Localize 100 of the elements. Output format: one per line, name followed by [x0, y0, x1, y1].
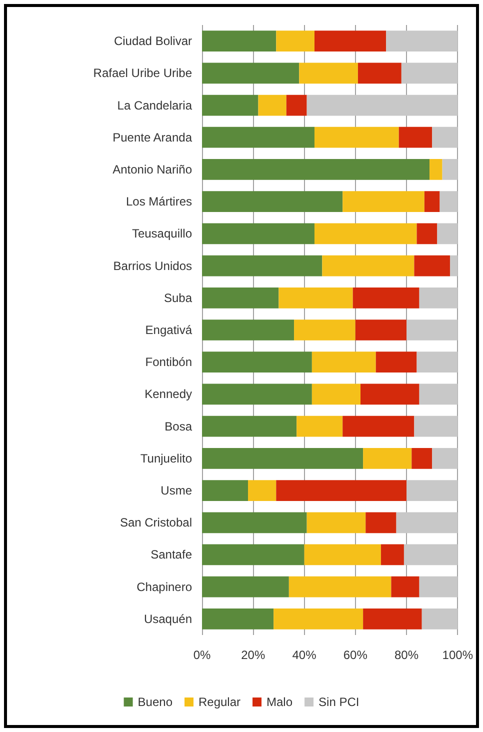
bar — [202, 512, 307, 534]
bar — [312, 352, 376, 373]
bar — [386, 30, 458, 52]
bar — [202, 352, 312, 373]
y-tick-label: La Candelaria — [117, 98, 192, 112]
bar — [322, 255, 414, 276]
x-tick-label: 80% — [394, 648, 419, 662]
bar — [202, 448, 364, 469]
bar — [437, 223, 458, 244]
y-tick-label: Puente Aranda — [112, 130, 192, 144]
x-tick-label: 100% — [442, 648, 474, 662]
bar — [398, 126, 432, 148]
bar — [202, 159, 430, 180]
bar — [450, 255, 458, 276]
bar — [202, 30, 276, 52]
bar — [432, 448, 458, 469]
bar — [363, 608, 422, 630]
y-tick-label: Chapinero — [136, 580, 192, 594]
y-tick-label: Ciudad Bolivar — [114, 34, 192, 48]
bar — [248, 480, 276, 501]
bar — [202, 223, 314, 244]
bar — [366, 512, 396, 534]
bar — [202, 320, 294, 340]
bar — [202, 384, 312, 405]
bar — [314, 126, 399, 148]
x-tick-label: 40% — [292, 648, 317, 662]
bar — [286, 94, 307, 116]
legend-label: Regular — [198, 695, 241, 709]
bar — [406, 320, 458, 340]
y-tick-label: Santafe — [150, 548, 192, 562]
x-tick-label: 20% — [241, 648, 266, 662]
y-tick-label: Suba — [164, 290, 192, 305]
bar — [380, 544, 404, 566]
bar — [202, 62, 300, 84]
bar — [294, 320, 356, 340]
bar — [401, 62, 458, 84]
bar — [412, 448, 432, 469]
bar — [432, 126, 458, 148]
bar — [440, 191, 458, 212]
bar — [258, 94, 286, 116]
bar — [306, 512, 366, 534]
y-tick-label: Tunjuelito — [140, 451, 192, 466]
bar — [342, 416, 414, 437]
bar — [342, 191, 424, 212]
bar — [202, 480, 248, 501]
bar — [419, 287, 458, 308]
y-tick-label: Antonio Nariño — [112, 162, 192, 176]
bar — [274, 608, 364, 630]
bar — [202, 576, 289, 598]
bar — [396, 512, 458, 534]
y-tick-label: Usaquén — [144, 612, 192, 626]
legend-label: Malo — [266, 695, 293, 709]
bar — [404, 544, 458, 566]
bar — [276, 480, 407, 501]
bar — [363, 448, 412, 469]
bar — [202, 287, 279, 308]
bar — [419, 576, 458, 598]
bar — [299, 62, 358, 84]
y-tick-label: Barrios Unidos — [113, 258, 192, 273]
bar — [202, 191, 343, 212]
y-tick-label: Engativá — [145, 323, 192, 337]
bar — [416, 352, 458, 373]
legend-label: Bueno — [138, 695, 173, 709]
bar — [314, 30, 386, 52]
bar — [419, 384, 458, 405]
y-tick-label: Teusaquillo — [132, 226, 192, 241]
bar — [414, 416, 458, 437]
bar — [202, 126, 314, 148]
bar — [306, 94, 458, 116]
bar — [202, 544, 304, 566]
y-tick-label: Kennedy — [144, 387, 192, 402]
bar — [416, 223, 438, 244]
y-tick-label: Los Mártires — [126, 194, 192, 209]
bar — [360, 384, 420, 405]
bar — [422, 608, 458, 630]
bar — [414, 255, 450, 276]
bar — [314, 223, 417, 244]
bar — [406, 480, 458, 501]
bar — [296, 416, 343, 437]
x-tick-label: 60% — [343, 648, 368, 662]
y-tick-label: Rafael Uribe Uribe — [93, 66, 192, 80]
bar — [278, 287, 353, 308]
y-tick-label: Bosa — [164, 419, 192, 434]
x-tick-label: 0% — [193, 648, 211, 662]
bar — [276, 30, 314, 52]
bar — [424, 191, 440, 212]
bar — [312, 384, 361, 405]
bar — [355, 320, 407, 340]
bar — [358, 62, 402, 84]
bar — [202, 416, 297, 437]
bar — [202, 94, 258, 116]
bar — [202, 255, 322, 276]
bar — [376, 352, 417, 373]
bar — [288, 576, 392, 598]
bar — [391, 576, 420, 598]
bar — [442, 159, 458, 180]
bar — [352, 287, 420, 308]
bar — [304, 544, 381, 566]
y-tick-label: San Cristobal — [120, 516, 192, 530]
bar — [430, 159, 442, 180]
